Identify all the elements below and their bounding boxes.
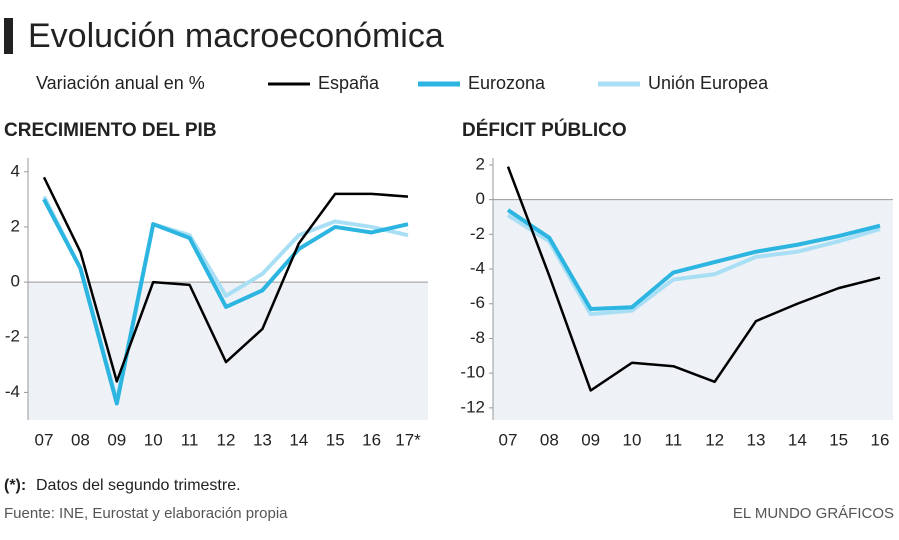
- y-tick-label: 0: [476, 189, 485, 208]
- chart-title: CRECIMIENTO DEL PIB: [4, 120, 217, 141]
- negative-area: [493, 199, 893, 420]
- series-line: [506, 166, 881, 392]
- x-tick-label: 07: [499, 430, 518, 449]
- y-tick-label: 4: [11, 161, 20, 180]
- x-tick-label: 12: [217, 430, 236, 449]
- y-tick-label: -2: [470, 224, 485, 243]
- x-tick-label: 10: [623, 430, 642, 449]
- x-tick-label: 08: [71, 430, 90, 449]
- series-line: [42, 198, 409, 406]
- x-tick-label: 07: [35, 430, 54, 449]
- y-tick-label: -6: [470, 293, 485, 312]
- series-line: [506, 213, 881, 317]
- source: Fuente: INE, Eurostat y elaboración prop…: [4, 505, 288, 522]
- legend-entry: España: [318, 73, 380, 93]
- x-tick-label: 15: [829, 430, 848, 449]
- y-tick-label: -8: [470, 328, 485, 347]
- x-tick-label: 16: [362, 430, 381, 449]
- x-tick-label: 08: [540, 430, 559, 449]
- x-tick-label: 15: [326, 430, 345, 449]
- footnote-text: Datos del segundo trimestre.: [36, 477, 241, 494]
- y-tick-label: -10: [460, 363, 485, 382]
- x-tick-label: 11: [181, 430, 199, 449]
- y-tick-label: -4: [470, 259, 485, 278]
- x-tick-label: 14: [289, 430, 308, 449]
- y-tick-label: -4: [5, 382, 20, 401]
- y-tick-label: 0: [11, 272, 20, 291]
- legend-entry: Eurozona: [468, 73, 546, 93]
- x-tick-label: 09: [581, 430, 600, 449]
- footnote-marker: (*):: [4, 477, 26, 494]
- x-tick-label: 16: [871, 430, 890, 449]
- y-tick-label: -12: [460, 397, 485, 416]
- y-tick-label: 2: [11, 216, 20, 235]
- legend-label: Variación anual en %: [36, 73, 205, 93]
- x-tick-label: 11: [665, 430, 683, 449]
- title: Evolución macroeconómica: [28, 17, 444, 55]
- x-tick-label: 12: [705, 430, 724, 449]
- x-tick-label: 10: [144, 430, 163, 449]
- x-tick-label: 17*: [395, 430, 421, 449]
- series-line: [506, 208, 881, 311]
- credit: EL MUNDO GRÁFICOS: [733, 505, 894, 522]
- y-tick-label: -2: [5, 327, 20, 346]
- x-tick-label: 14: [788, 430, 807, 449]
- y-tick-label: 2: [476, 154, 485, 173]
- chart-title: DÉFICIT PÚBLICO: [462, 119, 627, 141]
- x-tick-label: 09: [107, 430, 126, 449]
- x-tick-label: 13: [253, 430, 272, 449]
- legend-entry: Unión Europea: [648, 73, 769, 93]
- x-tick-label: 13: [747, 430, 766, 449]
- series-line: [42, 176, 409, 383]
- title-bar: [4, 18, 13, 54]
